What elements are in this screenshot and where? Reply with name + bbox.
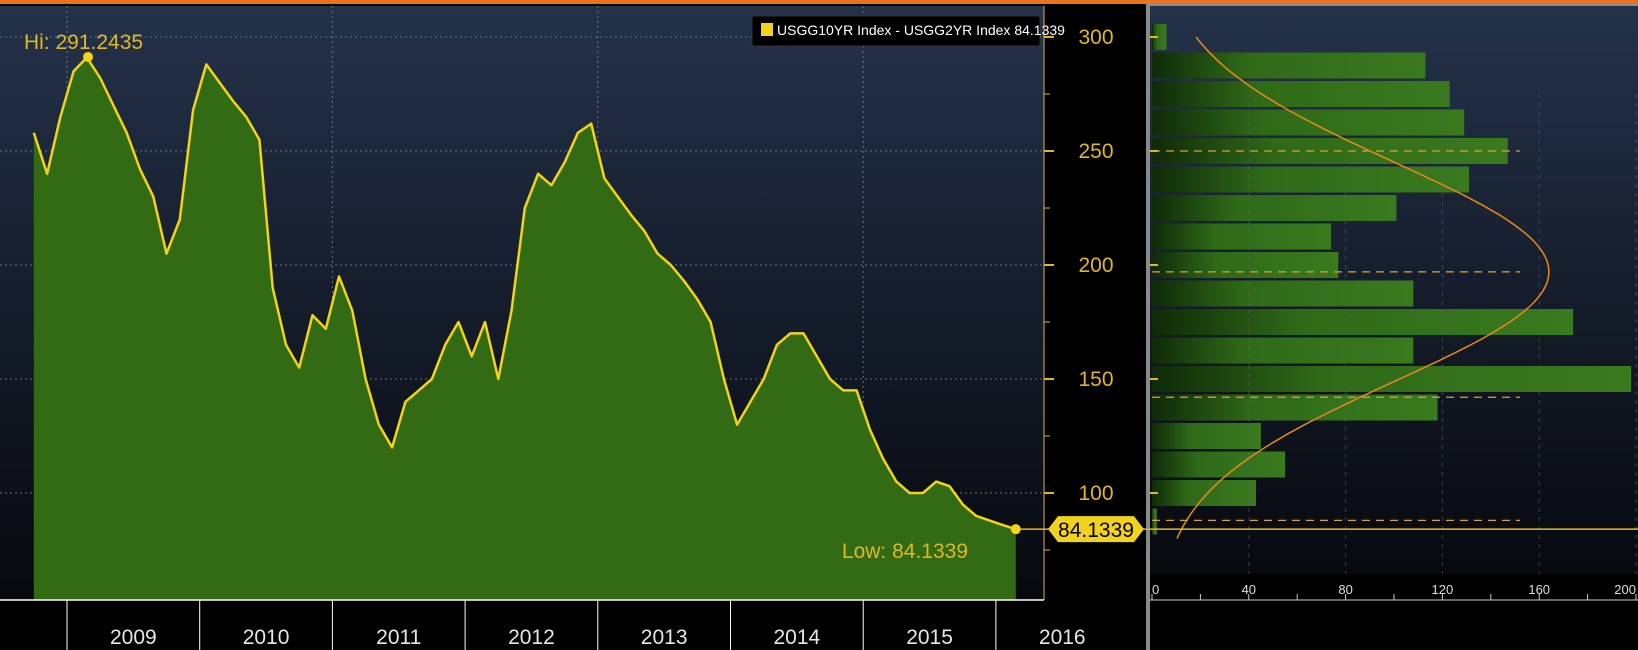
histogram: 0 40 80 120 160 200 (1150, 24, 1638, 601)
hist-bar (1152, 109, 1465, 136)
hist-x-tick-label: 120 (1432, 582, 1454, 597)
x-tick-label: 2016 (1039, 626, 1086, 649)
hist-bar (1152, 394, 1438, 421)
y-tick-label: 250 (1078, 140, 1113, 163)
x-tick-label: 2011 (376, 626, 421, 649)
x-tick-label: 2014 (773, 626, 820, 649)
hist-bar (1152, 223, 1332, 250)
hist-normal-curve (1176, 36, 1550, 539)
y-axis: 100 150 200 250 300 (1043, 6, 1114, 600)
hi-marker (83, 51, 93, 62)
y-tick-label: 200 (1078, 254, 1113, 277)
histogram-xaxis-panel (1150, 574, 1638, 650)
hist-x-tick-label: 40 (1242, 582, 1256, 597)
hist-bar (1152, 366, 1632, 392)
hist-x-tick-label: 80 (1338, 582, 1352, 597)
y-tick-label: 300 (1078, 26, 1113, 49)
hist-bar (1152, 195, 1397, 221)
panel-divider (1146, 4, 1150, 650)
hist-bar (1152, 480, 1257, 506)
hist-bar (1152, 451, 1286, 478)
area-series (32, 56, 1017, 600)
legend-label: USGG10YR Index - USGG2YR Index 84.1339 (777, 22, 1065, 38)
x-axis: 2009 2010 2011 2012 2013 2014 2015 2016 (0, 599, 1086, 650)
x-tick-label: 2013 (641, 626, 688, 649)
last-value-tag (1048, 516, 1144, 543)
series-line (32, 56, 1017, 531)
hi-annotation: Hi: 291.2435 (24, 31, 143, 54)
low-marker (1010, 524, 1021, 535)
hist-bar (1152, 508, 1157, 535)
legend-box (751, 15, 1041, 47)
y-axis-panel (1044, 6, 1146, 600)
x-tick-label: 2012 (508, 626, 555, 649)
hist-bar (1152, 24, 1167, 50)
hist-bar (1152, 423, 1261, 449)
hist-x-tick-label: 160 (1528, 582, 1550, 597)
histogram-top-border (1150, 4, 1638, 6)
hist-bar (1152, 252, 1339, 278)
hist-x-tick-label: 200 (1614, 582, 1636, 597)
hist-bar (1152, 138, 1508, 164)
top-toolbar-strip (0, 0, 1638, 4)
hist-bar (1152, 52, 1426, 79)
x-tick-label: 2009 (110, 626, 157, 649)
hist-bar (1152, 280, 1414, 307)
last-value-text: 84.1339 (1058, 519, 1134, 542)
x-tick-label: 2010 (243, 626, 290, 649)
hist-x-tick-label: 0 (1152, 582, 1159, 597)
hist-bar (1152, 309, 1574, 335)
area-fill (33, 57, 1016, 600)
hist-bar (1152, 81, 1450, 107)
y-tick-label: 100 (1078, 482, 1113, 505)
hist-bar (1152, 166, 1470, 193)
legend-swatch (761, 23, 773, 36)
x-tick-label: 2015 (906, 626, 953, 649)
hist-bar (1152, 337, 1414, 364)
y-tick-label: 150 (1078, 368, 1113, 391)
legend: USGG10YR Index - USGG2YR Index 84.1339 (751, 15, 1065, 47)
low-annotation: Low: 84.1339 (842, 540, 968, 563)
